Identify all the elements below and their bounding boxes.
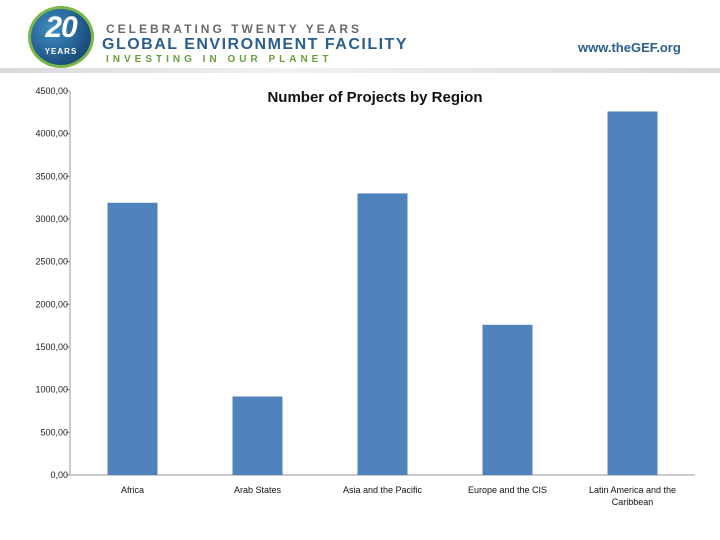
chart-title: Number of Projects by Region — [267, 89, 483, 106]
bar-africa — [107, 202, 158, 475]
y-tick-label: 3500,00 — [35, 171, 68, 181]
bar-asia-and-the-pacific — [357, 193, 408, 475]
x-tick-label: Africa — [121, 485, 144, 495]
y-tick-label: 3000,00 — [35, 214, 68, 224]
celebrating-text: CELEBRATING TWENTY YEARS — [106, 22, 363, 36]
x-tick-label: Latin America and the Caribbean — [589, 485, 676, 507]
x-tick-label: Asia and the Pacific — [343, 485, 423, 495]
y-tick-label: 4000,00 — [35, 129, 68, 139]
logo-years: YEARS — [44, 47, 78, 56]
y-tick-label: 2500,00 — [35, 257, 68, 267]
website-url: www.theGEF.org — [578, 40, 681, 55]
org-name: GLOBAL ENVIRONMENT FACILITY — [102, 36, 408, 53]
banner-divider — [0, 68, 720, 73]
bar-arab-states — [232, 396, 283, 475]
bar-latin-america-and-the-caribbean — [607, 111, 658, 475]
gef-banner: 20 YEARS CELEBRATING TWENTY YEARS GLOBAL… — [0, 0, 720, 80]
y-tick-label: 2000,00 — [35, 299, 68, 309]
x-tick-label: Arab States — [234, 485, 282, 495]
logo-number: 20 — [45, 11, 77, 44]
y-tick-label: 0,00 — [50, 470, 68, 480]
y-tick-label: 1500,00 — [35, 342, 68, 352]
y-tick-label: 1000,00 — [35, 385, 68, 395]
y-tick-label: 500,00 — [40, 427, 68, 437]
x-tick-label: Europe and the CIS — [468, 485, 547, 495]
tagline: INVESTING IN OUR PLANET — [106, 54, 333, 65]
y-tick-label: 4500,00 — [35, 86, 68, 96]
gef-20-years-logo: 20 YEARS — [28, 6, 94, 68]
bar-europe-and-the-cis — [482, 324, 533, 475]
